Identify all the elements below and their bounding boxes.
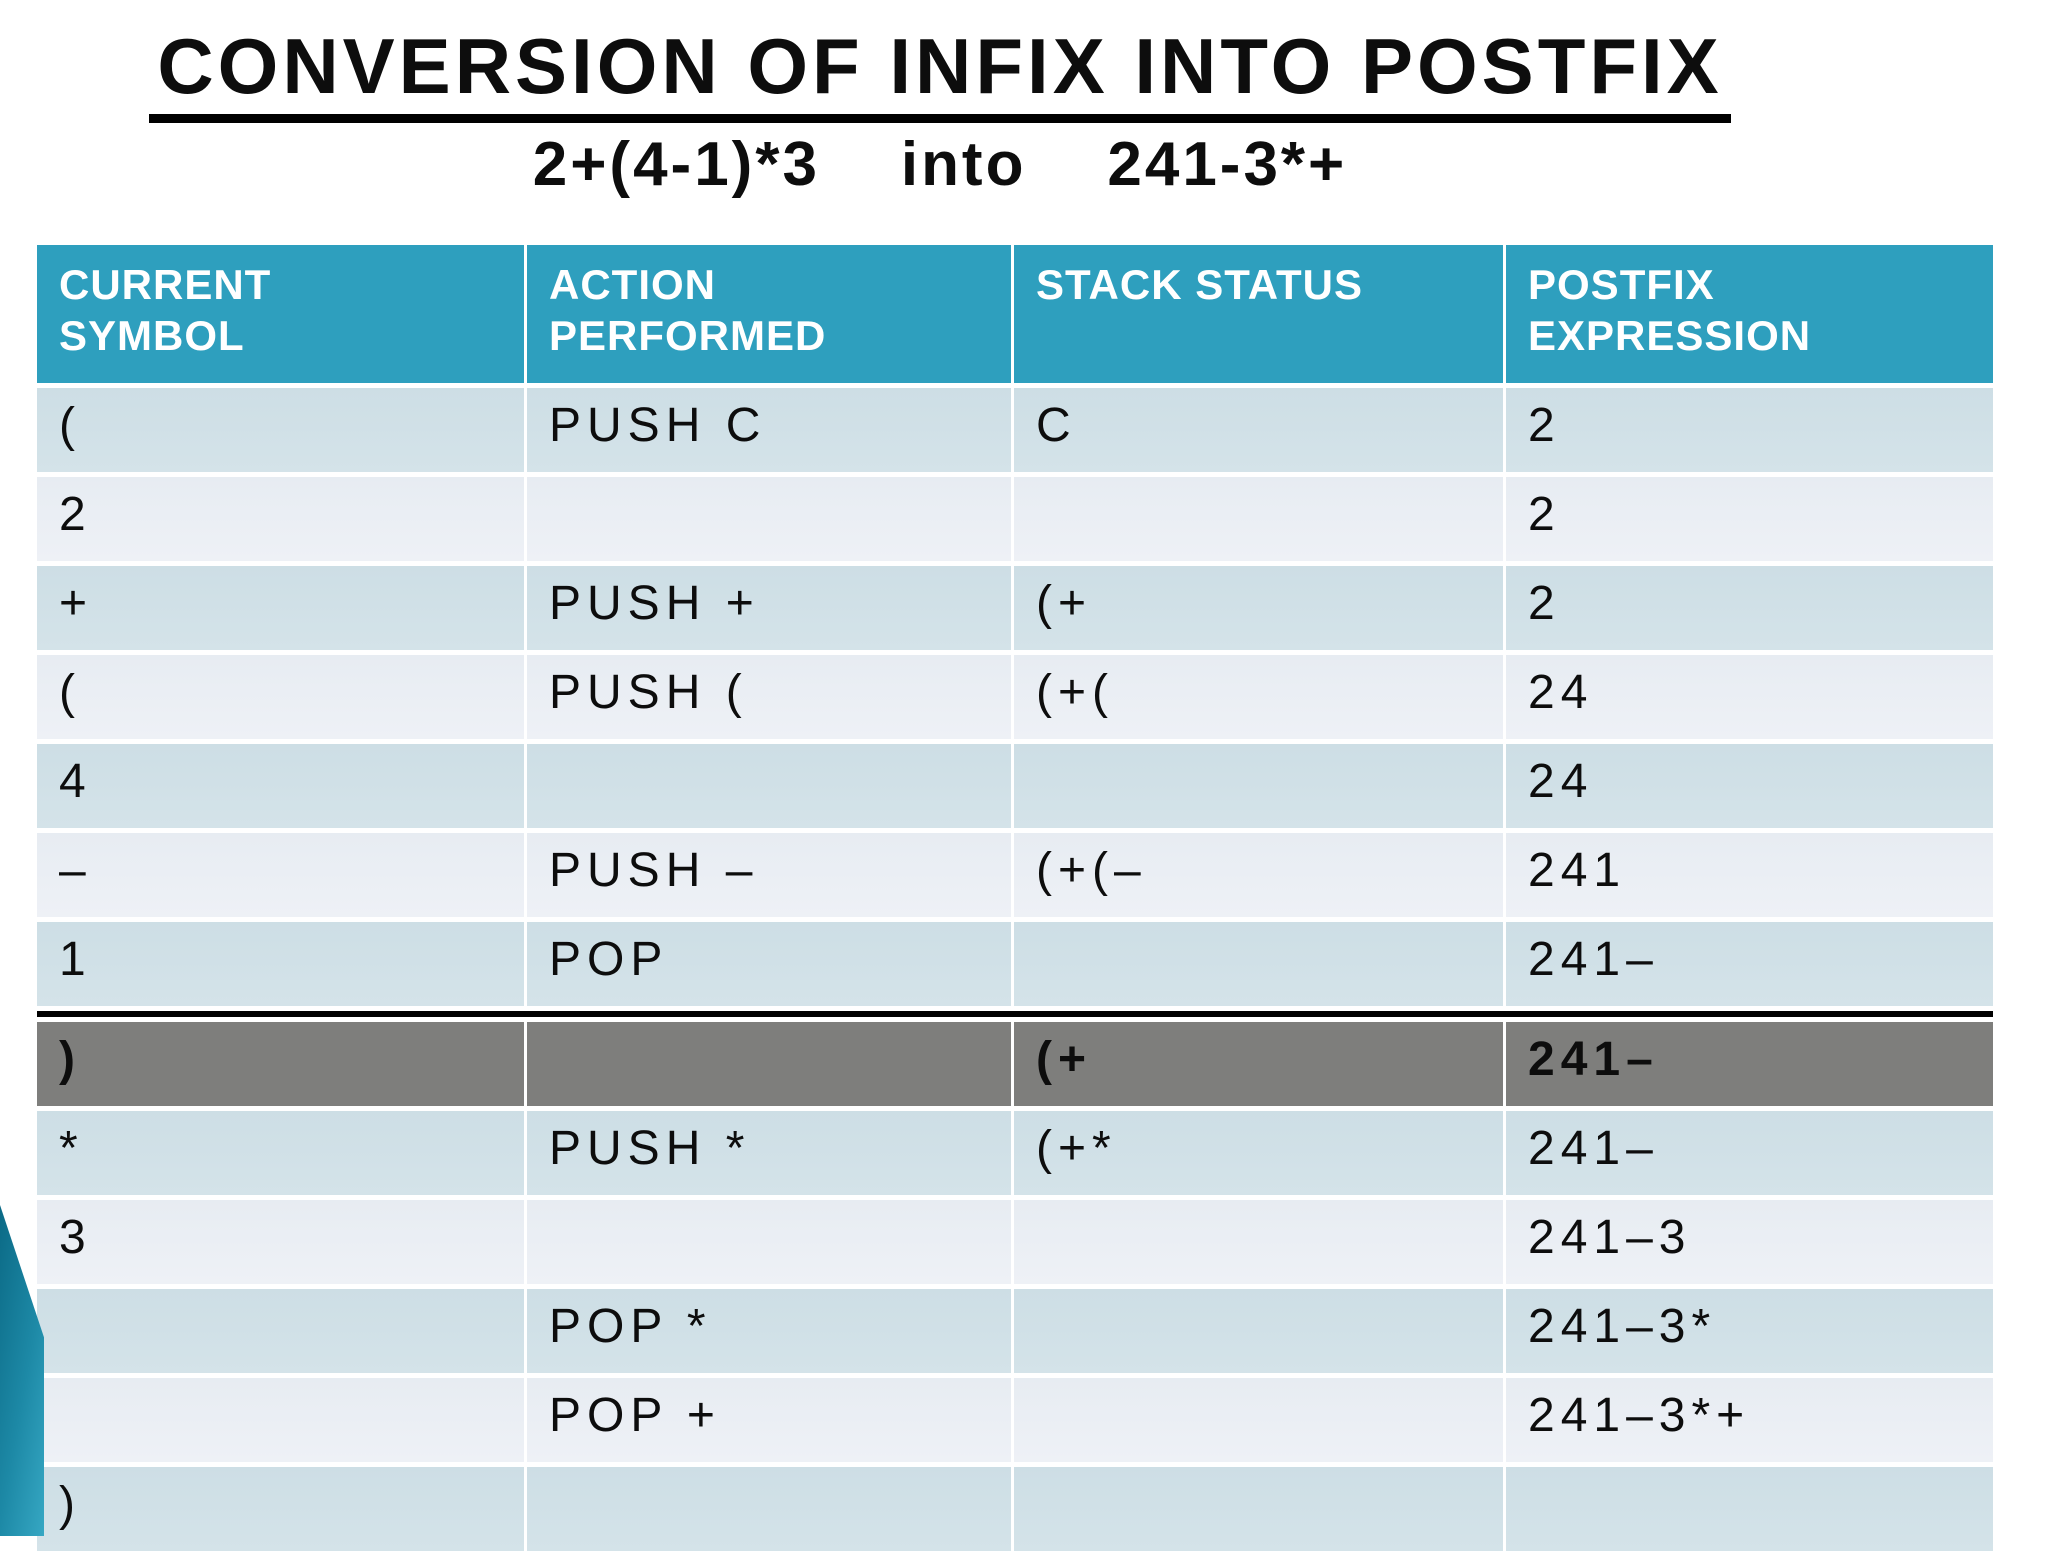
- postfix-expression-cell: 241: [1506, 833, 1993, 917]
- stack-status-cell: [1014, 1289, 1503, 1373]
- current-symbol-cell: +: [37, 566, 524, 650]
- table-row: POP * 241–3*: [37, 1289, 1993, 1373]
- action-performed-cell: PUSH (: [527, 655, 1011, 739]
- current-symbol-cell: 1: [37, 922, 524, 1006]
- table-row: 2 2: [37, 477, 1993, 561]
- stack-status-cell: [1014, 477, 1503, 561]
- action-performed-cell: PUSH –: [527, 833, 1011, 917]
- stack-status-cell: (+: [1014, 566, 1503, 650]
- action-performed-cell: PUSH *: [527, 1111, 1011, 1195]
- table-header-row: CURRENT SYMBOL ACTION PERFORMED STACK STAT…: [37, 245, 1993, 383]
- stack-status-cell: (+: [1014, 1022, 1503, 1106]
- current-symbol-cell: ): [37, 1022, 524, 1106]
- stack-status-cell: [1014, 744, 1503, 828]
- current-symbol-cell: 3: [37, 1200, 524, 1284]
- stack-status-cell: [1014, 922, 1503, 1006]
- stack-status-cell: [1014, 1467, 1503, 1551]
- postfix-expression-cell: 241–: [1506, 1111, 1993, 1195]
- postfix-expression-cell: 241–3: [1506, 1200, 1993, 1284]
- current-symbol-cell: ): [37, 1467, 524, 1551]
- column-header: STACK STATUS: [1014, 245, 1503, 383]
- action-performed-cell: [527, 1022, 1011, 1106]
- table-row: ): [37, 1467, 1993, 1551]
- action-performed-cell: POP +: [527, 1378, 1011, 1462]
- current-symbol-cell: *: [37, 1111, 524, 1195]
- current-symbol-cell: [37, 1378, 524, 1462]
- action-performed-cell: POP: [527, 922, 1011, 1006]
- postfix-expression-cell: 2: [1506, 388, 1993, 472]
- table-row: + PUSH + (+ 2: [37, 566, 1993, 650]
- action-performed-cell: [527, 1200, 1011, 1284]
- table-row: – PUSH – (+(– 241: [37, 833, 1993, 917]
- stack-status-cell: (+(: [1014, 655, 1503, 739]
- postfix-expression-cell: 241–3*+: [1506, 1378, 1993, 1462]
- action-performed-cell: PUSH +: [527, 566, 1011, 650]
- postfix-expression-cell: [1506, 1467, 1993, 1551]
- postfix-expression-cell: 2: [1506, 477, 1993, 561]
- example-expression: 2+(4-1)*3 into 241-3*+: [532, 129, 1348, 199]
- table-row: ( PUSH ( (+( 24: [37, 655, 1993, 739]
- table-row: 3 241–3: [37, 1200, 1993, 1284]
- current-symbol-cell: [37, 1289, 524, 1373]
- table-row: 1 POP 241–: [37, 922, 1993, 1006]
- action-performed-cell: PUSH C: [527, 388, 1011, 472]
- postfix-expression-cell: 2: [1506, 566, 1993, 650]
- postfix-expression-cell: 241–: [1506, 1022, 1993, 1106]
- table-row-highlighted: ) (+ 241–: [37, 1022, 1993, 1106]
- column-header: CURRENT SYMBOL: [37, 245, 524, 383]
- stack-status-cell: (+(–: [1014, 833, 1503, 917]
- column-header: ACTION PERFORMED: [527, 245, 1011, 383]
- action-performed-cell: [527, 1467, 1011, 1551]
- table-body: ( PUSH C C 2 2 2 + PUSH + (+ 2 ( PUSH ( …: [37, 388, 1993, 1551]
- stack-status-cell: C: [1014, 388, 1503, 472]
- current-symbol-cell: (: [37, 655, 524, 739]
- table-row: ( PUSH C C 2: [37, 388, 1993, 472]
- action-performed-cell: POP *: [527, 1289, 1011, 1373]
- action-performed-cell: [527, 477, 1011, 561]
- conversion-table: CURRENT SYMBOL ACTION PERFORMED STACK STAT…: [37, 245, 1993, 1551]
- current-symbol-cell: –: [37, 833, 524, 917]
- postfix-expression-cell: 241–: [1506, 922, 1993, 1006]
- stack-status-cell: [1014, 1200, 1503, 1284]
- table-row: 4 24: [37, 744, 1993, 828]
- table-row: * PUSH * (+* 241–: [37, 1111, 1993, 1195]
- postfix-expression-cell: 24: [1506, 744, 1993, 828]
- current-symbol-cell: 4: [37, 744, 524, 828]
- column-header: POSTFIX EXPRESSION: [1506, 245, 1993, 383]
- action-performed-cell: [527, 744, 1011, 828]
- table-row: POP + 241–3*+: [37, 1378, 1993, 1462]
- stack-status-cell: (+*: [1014, 1111, 1503, 1195]
- stack-status-cell: [1014, 1378, 1503, 1462]
- current-symbol-cell: (: [37, 388, 524, 472]
- postfix-expression-cell: 24: [1506, 655, 1993, 739]
- title-block: CONVERSION OF INFIX INTO POSTFIX 2+(4-1)…: [0, 25, 1880, 200]
- postfix-expression-cell: 241–3*: [1506, 1289, 1993, 1373]
- highlight-divider-line: [37, 1011, 1993, 1017]
- page-title: CONVERSION OF INFIX INTO POSTFIX: [149, 25, 1731, 123]
- current-symbol-cell: 2: [37, 477, 524, 561]
